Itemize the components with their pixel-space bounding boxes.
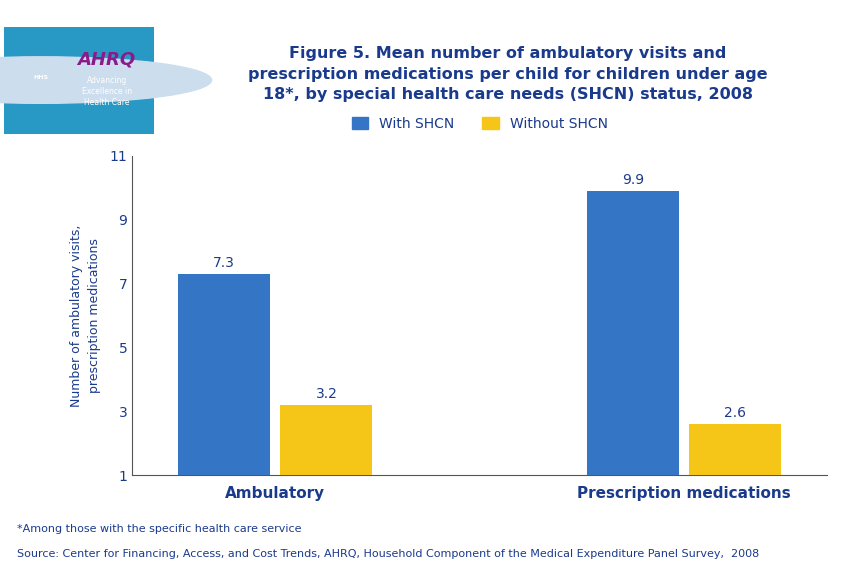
Text: Figure 5. Mean number of ambulatory visits and
prescription medications per chil: Figure 5. Mean number of ambulatory visi… — [247, 46, 767, 102]
Bar — [178, 274, 270, 475]
Bar — [688, 424, 780, 475]
Text: 2.6: 2.6 — [723, 406, 746, 420]
Text: 3.2: 3.2 — [315, 387, 337, 401]
Y-axis label: Number of ambulatory visits,
prescription medications: Number of ambulatory visits, prescriptio… — [70, 224, 101, 407]
Legend: With SHCN, Without SHCN: With SHCN, Without SHCN — [346, 111, 613, 137]
Bar — [280, 405, 372, 475]
Circle shape — [0, 57, 211, 103]
Text: *Among those with the specific health care service: *Among those with the specific health ca… — [17, 524, 302, 534]
Text: 7.3: 7.3 — [213, 256, 235, 270]
Text: Source: Center for Financing, Access, and Cost Trends, AHRQ, Household Component: Source: Center for Financing, Access, an… — [17, 548, 758, 559]
Text: AHRQ: AHRQ — [78, 50, 135, 68]
Bar — [4, 26, 153, 134]
Text: Advancing
Excellence in
Health Care: Advancing Excellence in Health Care — [82, 76, 131, 107]
Text: 9.9: 9.9 — [621, 173, 643, 187]
Bar — [586, 191, 678, 475]
Text: HHS: HHS — [33, 75, 49, 80]
